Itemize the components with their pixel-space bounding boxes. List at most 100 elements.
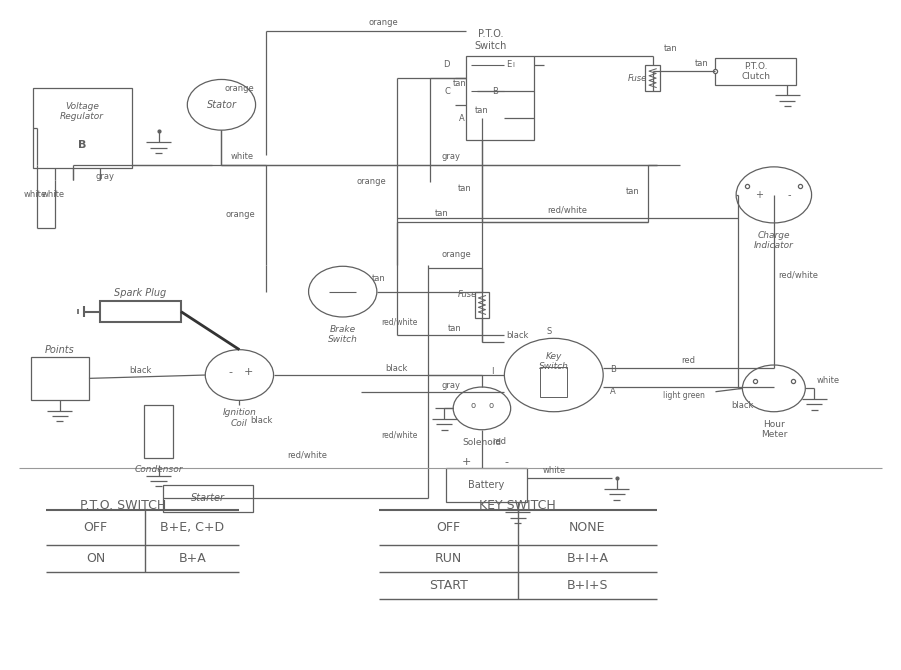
Bar bbox=[715, 58, 796, 85]
Text: red/white: red/white bbox=[381, 317, 417, 326]
Text: B: B bbox=[493, 87, 498, 96]
Bar bbox=[475, 292, 489, 318]
Text: Spark Plug: Spark Plug bbox=[114, 288, 167, 298]
Text: Starter: Starter bbox=[191, 494, 225, 503]
Bar bbox=[466, 56, 533, 140]
Text: gray: gray bbox=[96, 172, 114, 182]
Text: o: o bbox=[488, 401, 494, 409]
Text: +: + bbox=[243, 366, 253, 377]
Text: white: white bbox=[23, 190, 47, 200]
Text: OFF: OFF bbox=[436, 521, 460, 535]
Text: -: - bbox=[229, 366, 232, 377]
Text: I: I bbox=[491, 367, 494, 376]
Bar bbox=[144, 405, 173, 458]
Text: Fuse: Fuse bbox=[628, 74, 647, 82]
Text: tan: tan bbox=[458, 184, 471, 193]
Text: A: A bbox=[610, 387, 616, 396]
Text: light green: light green bbox=[663, 391, 705, 399]
Text: tan: tan bbox=[475, 106, 489, 115]
Text: B+A: B+A bbox=[178, 552, 206, 565]
Circle shape bbox=[187, 80, 256, 130]
Text: B: B bbox=[610, 365, 616, 375]
Text: red: red bbox=[493, 438, 506, 446]
Text: Ignition
Coil: Ignition Coil bbox=[223, 409, 257, 427]
Text: black: black bbox=[386, 364, 408, 373]
Text: START: START bbox=[429, 579, 468, 592]
Text: orange: orange bbox=[369, 18, 398, 27]
Text: tan: tan bbox=[663, 44, 678, 53]
Bar bbox=[645, 66, 660, 91]
Circle shape bbox=[742, 365, 805, 412]
Text: OFF: OFF bbox=[84, 521, 108, 535]
Text: gray: gray bbox=[441, 381, 460, 389]
Text: tan: tan bbox=[434, 209, 449, 218]
Text: red/white: red/white bbox=[547, 206, 587, 214]
Bar bbox=[163, 485, 253, 512]
Text: white: white bbox=[41, 190, 65, 200]
Circle shape bbox=[205, 350, 274, 401]
Circle shape bbox=[453, 387, 511, 429]
Text: Fuse: Fuse bbox=[458, 291, 477, 299]
Bar bbox=[100, 301, 181, 322]
Text: Charge
Indicator: Charge Indicator bbox=[754, 231, 794, 251]
Text: black: black bbox=[130, 366, 151, 375]
Text: Condensor: Condensor bbox=[134, 465, 183, 474]
Text: orange: orange bbox=[225, 84, 255, 92]
Text: Solenoid: Solenoid bbox=[462, 438, 502, 447]
Text: E: E bbox=[506, 60, 512, 69]
Text: RUN: RUN bbox=[434, 552, 462, 565]
Text: black: black bbox=[732, 401, 753, 409]
Text: B+E, C+D: B+E, C+D bbox=[160, 521, 224, 535]
Text: tan: tan bbox=[372, 274, 386, 283]
Text: Hour
Meter: Hour Meter bbox=[760, 419, 787, 439]
Text: tan: tan bbox=[625, 187, 639, 196]
Text: white: white bbox=[542, 466, 565, 475]
Text: C: C bbox=[444, 87, 450, 96]
Text: +: + bbox=[755, 190, 763, 200]
Text: B+I+A: B+I+A bbox=[567, 552, 608, 565]
Text: -: - bbox=[505, 457, 509, 467]
Bar bbox=[541, 366, 568, 397]
Text: ON: ON bbox=[86, 552, 105, 565]
Text: red/white: red/white bbox=[287, 451, 327, 460]
Text: Voltage
Regulator: Voltage Regulator bbox=[60, 102, 105, 121]
Text: Points: Points bbox=[45, 345, 75, 355]
Text: tan: tan bbox=[696, 59, 709, 68]
Circle shape bbox=[308, 266, 377, 317]
Bar bbox=[31, 356, 89, 400]
Text: P.T.O.
Clutch: P.T.O. Clutch bbox=[742, 62, 770, 81]
Text: red: red bbox=[681, 356, 696, 365]
Text: I: I bbox=[513, 62, 514, 68]
Circle shape bbox=[736, 167, 812, 223]
Text: -: - bbox=[787, 190, 791, 200]
Text: +: + bbox=[461, 457, 471, 467]
Text: orange: orange bbox=[356, 177, 386, 186]
Text: white: white bbox=[231, 152, 253, 161]
Text: Battery: Battery bbox=[469, 480, 505, 490]
Text: NONE: NONE bbox=[569, 521, 605, 535]
Text: A: A bbox=[459, 114, 465, 123]
Text: orange: orange bbox=[226, 210, 256, 219]
Text: KEY SWITCH: KEY SWITCH bbox=[479, 498, 556, 512]
Text: black: black bbox=[250, 416, 273, 425]
Text: D: D bbox=[443, 60, 450, 69]
Bar bbox=[32, 88, 132, 168]
Text: Brake
Switch: Brake Switch bbox=[328, 325, 358, 344]
Text: tan: tan bbox=[448, 324, 462, 333]
Text: P.T.O. SWITCH: P.T.O. SWITCH bbox=[79, 498, 166, 512]
Text: S: S bbox=[547, 327, 552, 336]
Text: tan: tan bbox=[452, 79, 467, 88]
Text: orange: orange bbox=[441, 251, 471, 259]
Text: o: o bbox=[470, 401, 476, 409]
Bar bbox=[446, 468, 527, 502]
Text: black: black bbox=[506, 330, 529, 340]
Text: B: B bbox=[78, 140, 86, 150]
Text: Key
Switch: Key Switch bbox=[539, 352, 569, 371]
Text: red/white: red/white bbox=[778, 271, 818, 279]
Text: Stator: Stator bbox=[206, 100, 236, 110]
Text: P.T.O.
Switch: P.T.O. Switch bbox=[475, 29, 507, 50]
Circle shape bbox=[505, 338, 603, 412]
Text: B+I+S: B+I+S bbox=[567, 579, 608, 592]
Text: red/white: red/white bbox=[381, 431, 417, 440]
Text: gray: gray bbox=[441, 152, 460, 161]
